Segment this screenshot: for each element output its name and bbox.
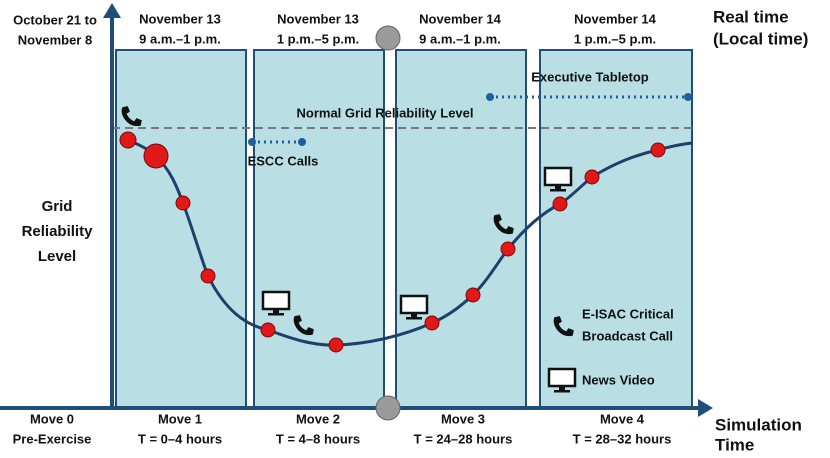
move-detail: T = 28–32 hours: [573, 431, 672, 446]
panel: [115, 49, 247, 409]
move-detail: Pre-Exercise: [13, 431, 92, 446]
y-axis-label: Level: [38, 248, 76, 265]
real-time-label: (Local time): [713, 29, 808, 48]
x-axis-label: Simulation: [715, 415, 802, 434]
panels: [115, 49, 693, 409]
move-name: Move 3: [441, 411, 485, 426]
event-points: [119, 131, 666, 353]
header-text: October 21 to: [13, 12, 97, 27]
move-name: Move 0: [30, 411, 74, 426]
y-axis-label: Grid: [42, 198, 73, 215]
column-hours: 1 p.m.–5 p.m.: [574, 31, 656, 46]
column-hours: 9 a.m.–1 p.m.: [139, 31, 221, 46]
executive-line: [486, 93, 692, 101]
legend-label: News Video: [582, 372, 655, 387]
move-name: Move 4: [600, 411, 645, 426]
annotation: Executive Tabletop: [531, 69, 649, 84]
column-date: November 13: [277, 11, 359, 26]
move-detail: T = 0–4 hours: [138, 431, 222, 446]
legend-label: E-ISAC Critical: [582, 306, 674, 321]
escc-line: [248, 138, 306, 146]
y-axis-arrow: [103, 3, 121, 18]
panel: [253, 49, 385, 409]
moon: [375, 395, 401, 421]
real-time-label: Real time: [713, 7, 789, 26]
move-name: Move 1: [158, 411, 202, 426]
column-hours: 9 a.m.–1 p.m.: [419, 31, 501, 46]
header-text: November 8: [18, 32, 92, 47]
move-name: Move 2: [296, 411, 340, 426]
column-date: November 14: [574, 11, 656, 26]
annotation: ESCC Calls: [248, 153, 319, 168]
x-axis-arrow: [698, 399, 713, 417]
legend-label: Broadcast Call: [582, 328, 673, 343]
column-hours: 1 p.m.–5 p.m.: [277, 31, 359, 46]
moon: [375, 25, 401, 51]
column-date: November 13: [139, 11, 221, 26]
x-axis-label: Time: [715, 435, 754, 454]
panel: [539, 49, 693, 409]
move-detail: T = 24–28 hours: [414, 431, 513, 446]
y-axis-label: Reliability: [22, 223, 94, 240]
column-date: November 14: [419, 11, 501, 26]
move-detail: T = 4–8 hours: [276, 431, 360, 446]
annotation: Normal Grid Reliability Level: [297, 105, 474, 120]
